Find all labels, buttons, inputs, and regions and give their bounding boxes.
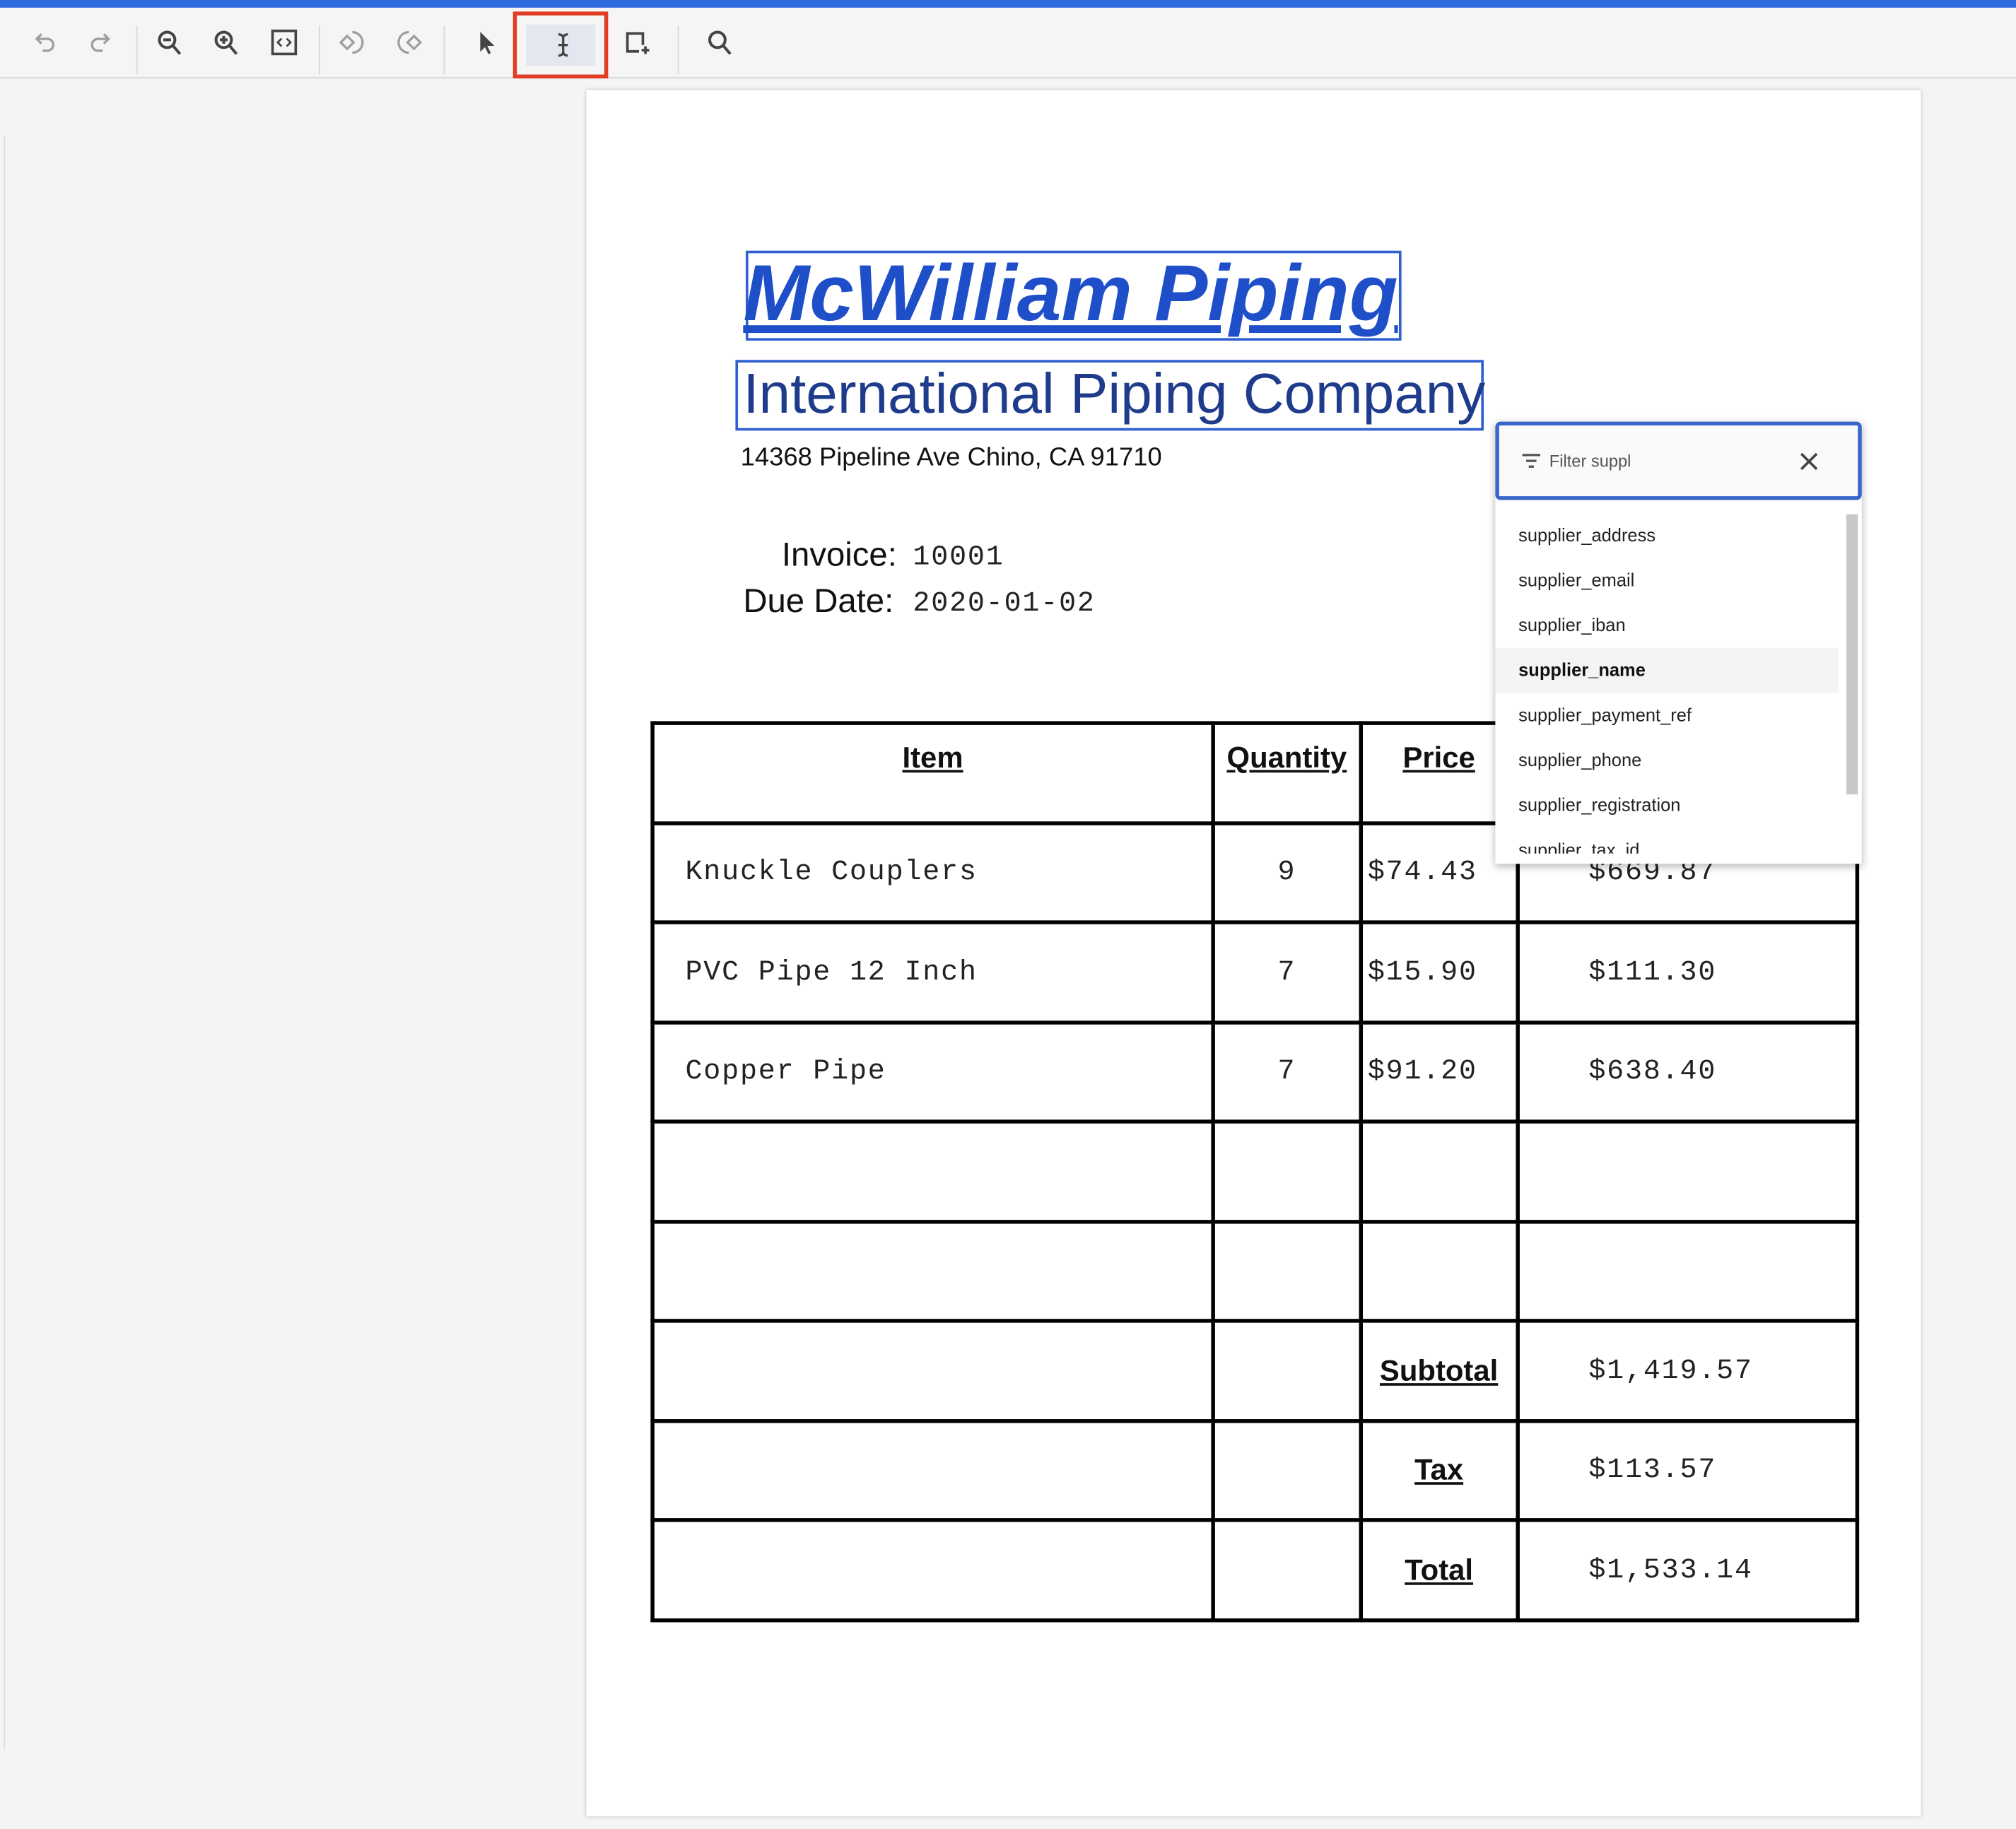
annotation-box-company[interactable] — [745, 250, 1402, 341]
rotate-left-icon — [339, 30, 364, 54]
fit-page-icon — [271, 29, 298, 56]
table-row: Copper Pipe 7 $91.20 $638.40 — [650, 1020, 1860, 1124]
dropdown-item[interactable]: supplier_payment_ref — [1518, 704, 1692, 725]
header-price: Price — [1359, 721, 1520, 825]
tax-value: $113.57 — [1515, 1418, 1860, 1522]
filter-text: Filter suppl — [1549, 451, 1631, 471]
cell-price — [1359, 1219, 1520, 1323]
subtotal-value: $1,419.57 — [1515, 1319, 1860, 1423]
redo-icon — [90, 33, 110, 52]
total-value: $1,533.14 — [1515, 1518, 1860, 1622]
zoom-out-icon — [158, 30, 182, 55]
cell-item: PVC Pipe 12 Inch — [650, 920, 1215, 1024]
company-name: McWilliam Piping — [743, 249, 1398, 339]
tax-row: Tax $113.57 — [650, 1418, 1860, 1522]
dropdown-item[interactable]: supplier_phone — [1518, 749, 1642, 770]
cell-quantity — [1211, 1119, 1363, 1223]
pointer-icon — [480, 32, 495, 54]
cell-item: Knuckle Couplers — [650, 821, 1215, 924]
pointer-tool-button[interactable] — [468, 23, 507, 62]
invoice-table: Item Quantity Price Knuckle Couplers 9 $74… — [650, 721, 1860, 1622]
rotate-left-button[interactable] — [333, 23, 372, 62]
dropdown-item[interactable]: supplier_address — [1518, 524, 1656, 546]
annotation-box-subtitle[interactable] — [735, 360, 1484, 431]
table-row — [650, 1219, 1860, 1323]
due-date-label: Due Date: — [743, 581, 894, 620]
cell-price: $91.20 — [1359, 1020, 1520, 1124]
table-row — [650, 1119, 1860, 1223]
total-label: Total — [1359, 1518, 1520, 1622]
dropdown-item[interactable]: supplier_tax_id — [1518, 839, 1640, 854]
cell-quantity: 7 — [1211, 920, 1363, 1024]
dropdown-item[interactable]: supplier_iban — [1518, 614, 1626, 635]
add-box-tool-button[interactable] — [617, 23, 656, 62]
divider — [677, 25, 679, 75]
filter-input[interactable]: Filter suppl — [1495, 421, 1862, 500]
add-box-icon — [626, 32, 650, 54]
company-subtitle: International Piping Company — [743, 362, 1486, 426]
cell-amount: $111.30 — [1515, 920, 1860, 1024]
cell-amount — [1515, 1119, 1860, 1223]
filter-icon — [1522, 454, 1541, 468]
zoom-in-icon — [214, 30, 238, 55]
close-icon[interactable] — [1799, 451, 1819, 471]
text-select-icon — [558, 33, 568, 57]
subtotal-row: Subtotal $1,419.57 — [650, 1319, 1860, 1423]
dropdown-item[interactable]: supplier_registration — [1518, 794, 1681, 816]
cell-quantity — [1211, 1219, 1363, 1323]
rotate-right-button[interactable] — [389, 23, 428, 62]
toolbar — [0, 7, 2016, 78]
search-icon — [708, 30, 732, 55]
divider — [443, 25, 445, 75]
scrollbar[interactable] — [1846, 514, 1858, 795]
cell-amount: $638.40 — [1515, 1020, 1860, 1124]
cell-item — [650, 1119, 1215, 1223]
divider — [136, 25, 138, 75]
divider — [4, 136, 6, 1750]
fit-page-button[interactable] — [265, 23, 304, 62]
zoom-out-button[interactable] — [151, 23, 189, 62]
cell-amount — [1515, 1219, 1860, 1323]
cell-quantity: 7 — [1211, 1020, 1363, 1124]
field-dropdown: Filter suppl supplier_address supplier_em… — [1495, 421, 1862, 864]
subtotal-label: Subtotal — [1359, 1319, 1520, 1423]
cell-item: Copper Pipe — [650, 1020, 1215, 1124]
invoice-label: Invoice: — [781, 534, 897, 574]
tax-label: Tax — [1359, 1418, 1520, 1522]
search-button[interactable] — [701, 23, 739, 62]
zoom-in-button[interactable] — [207, 23, 246, 62]
cell-price: $74.43 — [1359, 821, 1520, 924]
total-row: Total $1,533.14 — [650, 1518, 1860, 1622]
redo-button[interactable] — [81, 23, 120, 62]
cell-price: $15.90 — [1359, 920, 1520, 1024]
undo-icon — [35, 33, 54, 52]
undo-button[interactable] — [25, 23, 64, 62]
header-item: Item — [650, 721, 1215, 825]
dropdown-list: supplier_address supplier_email supplier_i… — [1495, 504, 1861, 854]
due-date-value: 2020-01-02 — [913, 587, 1096, 620]
cell-quantity: 9 — [1211, 821, 1363, 924]
text-select-tool-button[interactable] — [512, 11, 609, 78]
header-quantity: Quantity — [1211, 721, 1363, 825]
cell-item — [650, 1219, 1215, 1323]
cell-price — [1359, 1119, 1520, 1223]
dropdown-item[interactable]: supplier_email — [1518, 569, 1635, 590]
divider — [319, 25, 320, 75]
invoice-value: 10001 — [913, 541, 1004, 574]
rotate-right-icon — [397, 30, 423, 54]
company-address: 14368 Pipeline Ave Chino, CA 91710 — [740, 443, 1162, 472]
top-accent-bar — [0, 0, 2016, 8]
dropdown-item[interactable]: supplier_name — [1495, 647, 1839, 693]
table-row: PVC Pipe 12 Inch 7 $15.90 $111.30 — [650, 920, 1860, 1024]
